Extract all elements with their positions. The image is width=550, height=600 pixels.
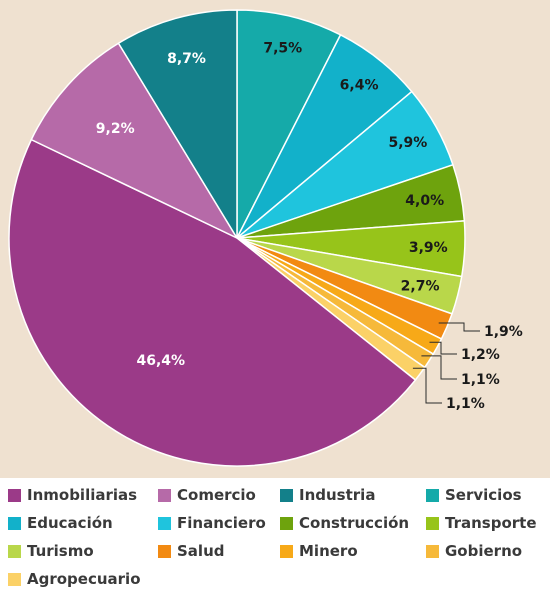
legend-label: Construcción: [299, 514, 410, 532]
data-label-turismo: 2,7%: [401, 279, 440, 295]
legend-item-construccion: Construcción: [280, 512, 409, 534]
legend-item-agropecuario: Agropecuario: [8, 568, 141, 590]
data-label-financiero: 5,9%: [388, 135, 427, 151]
legend-label: Servicios: [445, 486, 522, 504]
legend-swatch: [280, 516, 293, 530]
legend-label: Minero: [299, 542, 358, 560]
legend-swatch: [426, 488, 439, 502]
legend-item-transporte: Transporte: [426, 512, 537, 534]
legend-label: Salud: [177, 542, 225, 560]
legend-label: Financiero: [177, 514, 266, 532]
callout-line-minero: [429, 341, 457, 355]
legend-swatch: [8, 544, 21, 558]
legend-label: Inmobiliarias: [27, 486, 138, 504]
data-label-agropecuario: 1,1%: [446, 396, 485, 412]
data-label-transporte: 3,9%: [409, 240, 448, 256]
slice-comercio: [30, 42, 238, 239]
data-label-salud: 1,9%: [484, 324, 523, 340]
legend-swatch: [8, 572, 21, 586]
callout-line-gobierno: [421, 355, 457, 380]
callout-line-salud: [438, 322, 480, 332]
slice-servicios: [236, 9, 342, 239]
legend-item-gobierno: Gobierno: [426, 540, 522, 562]
slice-industria: [117, 9, 238, 239]
legend-swatch: [426, 516, 439, 530]
data-label-inmobiliarias: 46,4%: [137, 353, 186, 369]
legend: Inmobiliarias Comercio Industria Servicios E…: [8, 484, 548, 596]
chart-panel: 7,5% 6,4% 5,9% 4,0% 3,9% 2,7% 1,9% 1,2% 1,1% 1,1%…: [0, 0, 550, 478]
legend-label: Agropecuario: [27, 570, 141, 588]
legend-label: Transporte: [445, 514, 537, 532]
data-label-educacion: 6,4%: [340, 78, 379, 94]
legend-swatch: [8, 488, 21, 502]
legend-swatch: [8, 516, 21, 530]
legend-item-educacion: Educación: [8, 512, 113, 534]
legend-label: Industria: [299, 486, 376, 504]
data-label-servicios: 7,5%: [263, 40, 302, 56]
legend-swatch: [426, 544, 439, 558]
legend-swatch: [280, 544, 293, 558]
legend-label: Educación: [27, 514, 113, 532]
callout-line-agropecuario: [412, 367, 442, 404]
data-label-gobierno: 1,1%: [461, 372, 500, 388]
legend-label: Comercio: [177, 486, 256, 504]
data-label-minero: 1,2%: [461, 347, 500, 363]
data-label-comercio: 9,2%: [96, 121, 135, 137]
pie-chart: 7,5% 6,4% 5,9% 4,0% 3,9% 2,7% 1,9% 1,2% 1,1% 1,1%…: [8, 9, 523, 467]
legend-item-inmobiliarias: Inmobiliarias: [8, 484, 137, 506]
slice-inmobiliarias: [8, 138, 417, 467]
data-label-construccion: 4,0%: [405, 193, 444, 209]
legend-swatch: [280, 488, 293, 502]
data-label-industria: 8,7%: [167, 51, 206, 67]
legend-item-turismo: Turismo: [8, 540, 94, 562]
legend-label: Turismo: [27, 542, 94, 560]
legend-swatch: [158, 488, 171, 502]
legend-item-salud: Salud: [158, 540, 224, 562]
legend-item-comercio: Comercio: [158, 484, 256, 506]
legend-item-financiero: Financiero: [158, 512, 266, 534]
legend-item-minero: Minero: [280, 540, 358, 562]
legend-label: Gobierno: [445, 542, 523, 560]
legend-swatch: [158, 544, 171, 558]
legend-swatch: [158, 516, 171, 530]
legend-item-industria: Industria: [280, 484, 375, 506]
legend-item-servicios: Servicios: [426, 484, 522, 506]
